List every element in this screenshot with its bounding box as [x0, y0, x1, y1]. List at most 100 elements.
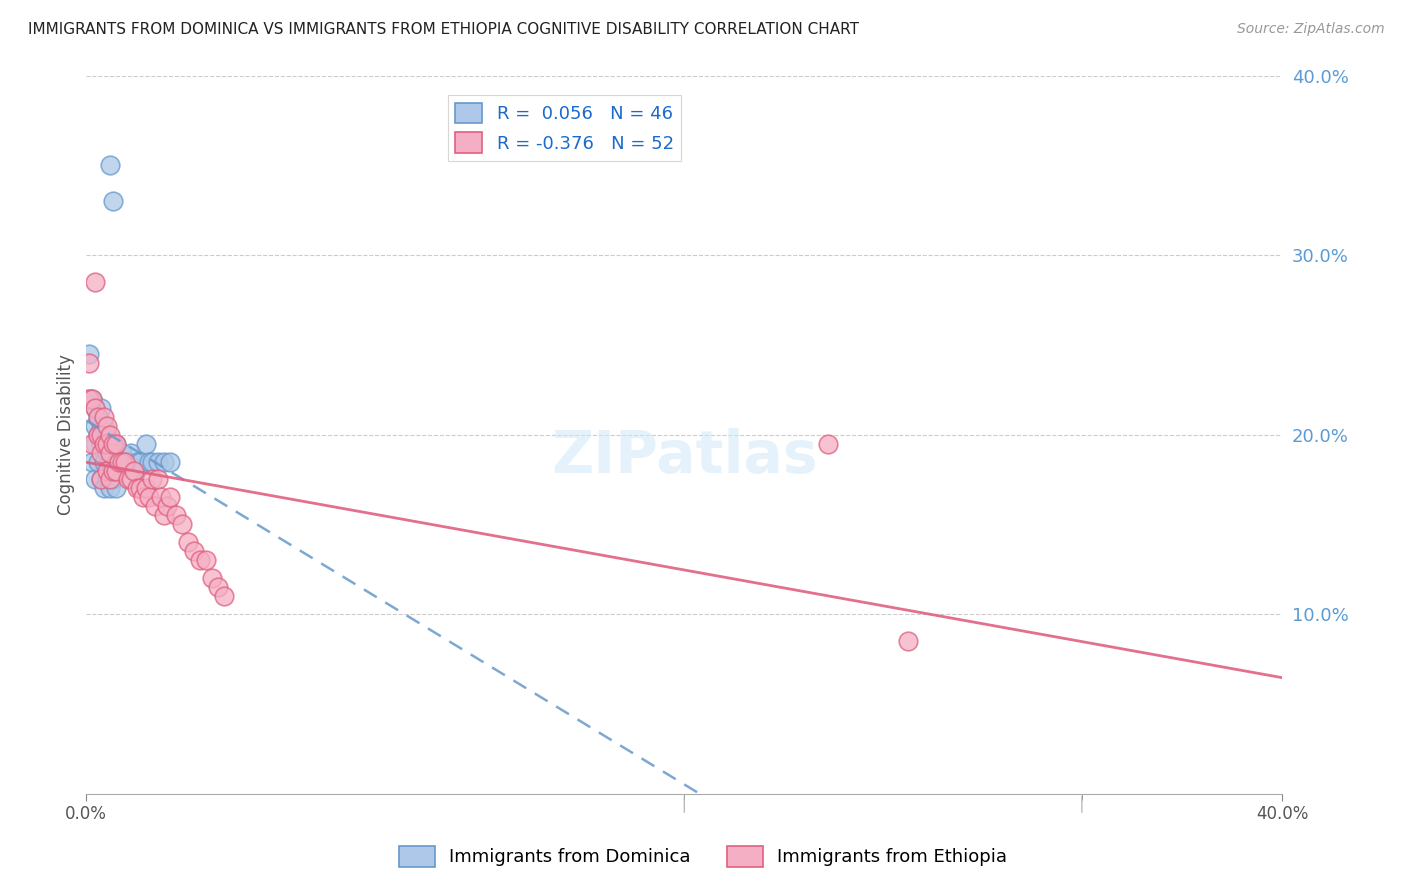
- Point: [90, 427, 112, 442]
- Point: [87, 454, 110, 468]
- Point: [120, 445, 142, 459]
- Point: [82, 392, 104, 406]
- Point: [84, 401, 107, 415]
- Point: [141, 454, 163, 468]
- Point: [114, 454, 136, 468]
- Point: [897, 634, 920, 648]
- Point: [98, 473, 121, 487]
- Point: [103, 436, 125, 450]
- Point: [141, 473, 163, 487]
- Point: [150, 491, 173, 505]
- Point: [98, 158, 121, 172]
- Point: [87, 409, 110, 424]
- Point: [87, 427, 110, 442]
- Point: [105, 436, 128, 450]
- Point: [105, 463, 128, 477]
- Legend: R =  0.056   N = 46, R = -0.376   N = 52: R = 0.056 N = 46, R = -0.376 N = 52: [449, 95, 682, 161]
- Point: [170, 517, 193, 532]
- Point: [77, 392, 100, 406]
- Point: [84, 401, 107, 415]
- Point: [98, 445, 121, 459]
- Text: Source: ZipAtlas.com: Source: ZipAtlas.com: [1237, 22, 1385, 37]
- Point: [143, 500, 166, 514]
- Point: [146, 454, 169, 468]
- Point: [90, 418, 112, 433]
- Point: [177, 535, 200, 549]
- Point: [90, 473, 112, 487]
- Point: [93, 418, 115, 433]
- Point: [103, 473, 125, 487]
- Point: [153, 454, 176, 468]
- Point: [77, 356, 100, 370]
- Point: [207, 580, 229, 594]
- Point: [165, 508, 187, 523]
- Point: [159, 491, 181, 505]
- Point: [98, 454, 121, 468]
- Text: ZIPatlas: ZIPatlas: [551, 427, 817, 484]
- Point: [90, 401, 112, 415]
- Point: [96, 427, 118, 442]
- Point: [82, 392, 104, 406]
- Y-axis label: Cognitive Disability: Cognitive Disability: [58, 354, 75, 515]
- Point: [105, 436, 128, 450]
- Point: [127, 454, 149, 468]
- Point: [84, 436, 107, 450]
- Point: [93, 436, 115, 450]
- Point: [212, 589, 235, 603]
- Point: [201, 571, 224, 585]
- Point: [183, 544, 205, 558]
- Point: [105, 482, 128, 496]
- Point: [146, 473, 169, 487]
- Point: [96, 473, 118, 487]
- Point: [194, 553, 217, 567]
- Point: [120, 473, 142, 487]
- Point: [84, 473, 107, 487]
- Point: [93, 436, 115, 450]
- Legend: Immigrants from Dominica, Immigrants from Ethiopia: Immigrants from Dominica, Immigrants fro…: [391, 838, 1015, 874]
- Point: [90, 473, 112, 487]
- Text: IMMIGRANTS FROM DOMINICA VS IMMIGRANTS FROM ETHIOPIA COGNITIVE DISABILITY CORREL: IMMIGRANTS FROM DOMINICA VS IMMIGRANTS F…: [28, 22, 859, 37]
- Point: [82, 454, 104, 468]
- Point: [127, 482, 149, 496]
- Point: [117, 454, 139, 468]
- Point: [122, 463, 145, 477]
- Point: [90, 445, 112, 459]
- Point: [111, 454, 134, 468]
- Point: [122, 463, 145, 477]
- Point: [98, 482, 121, 496]
- Point: [77, 347, 100, 361]
- Point: [82, 436, 104, 450]
- Point: [105, 454, 128, 468]
- Point: [87, 427, 110, 442]
- Point: [108, 454, 131, 468]
- Point: [108, 454, 131, 468]
- Point: [93, 409, 115, 424]
- Point: [153, 508, 176, 523]
- Point: [77, 392, 100, 406]
- Point: [103, 445, 125, 459]
- Point: [156, 500, 179, 514]
- Point: [84, 418, 107, 433]
- Point: [817, 436, 839, 450]
- Point: [129, 454, 152, 468]
- Point: [138, 491, 160, 505]
- Point: [111, 445, 134, 459]
- Point: [117, 473, 139, 487]
- Point: [103, 194, 125, 209]
- Point: [135, 482, 157, 496]
- Point: [129, 482, 152, 496]
- Point: [98, 427, 121, 442]
- Point: [96, 445, 118, 459]
- Point: [159, 454, 181, 468]
- Point: [90, 436, 112, 450]
- Point: [135, 436, 157, 450]
- Point: [98, 436, 121, 450]
- Point: [93, 482, 115, 496]
- Point: [96, 436, 118, 450]
- Point: [87, 409, 110, 424]
- Point: [132, 491, 155, 505]
- Point: [93, 454, 115, 468]
- Point: [84, 275, 107, 289]
- Point: [103, 463, 125, 477]
- Point: [96, 418, 118, 433]
